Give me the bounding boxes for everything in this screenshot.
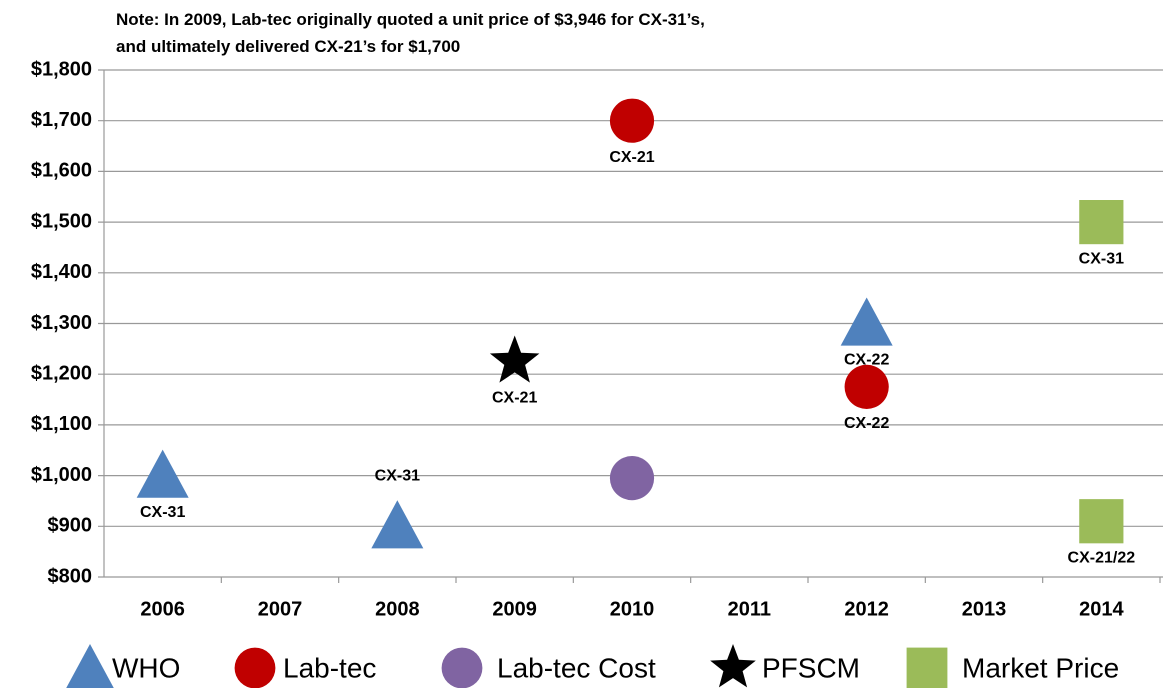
legend-label: WHO — [112, 652, 180, 683]
y-tick-label: $900 — [48, 515, 93, 537]
x-tick-label: 2007 — [258, 598, 303, 620]
note-line: and ultimately delivered CX-21’s for $1,… — [116, 37, 460, 56]
x-tick-label: 2014 — [1079, 598, 1124, 620]
y-tick-label: $1,400 — [31, 261, 92, 283]
point-label: CX-21 — [492, 390, 537, 407]
point-label: CX-31 — [140, 504, 185, 521]
point — [844, 364, 889, 409]
x-tick-label: 2012 — [844, 598, 889, 620]
x-tick-label: 2006 — [140, 598, 185, 620]
legend-label: Market Price — [962, 652, 1119, 683]
point — [840, 297, 893, 346]
point — [136, 449, 189, 498]
x-tick-label: 2011 — [728, 598, 771, 620]
point — [1079, 200, 1124, 245]
y-tick-label: $1,300 — [31, 312, 92, 334]
x-tick-label: 2010 — [610, 598, 655, 620]
point-label: CX-31 — [1079, 250, 1124, 267]
point-label: CX-22 — [844, 415, 889, 432]
legend-marker — [441, 647, 483, 688]
y-tick-label: $1,200 — [31, 362, 92, 384]
legend-label: Lab-tec Cost — [497, 652, 656, 683]
legend-marker — [66, 644, 114, 688]
x-tick-label: 2013 — [962, 598, 1007, 620]
point-label: CX-21/22 — [1068, 549, 1136, 566]
point — [1079, 499, 1124, 544]
y-tick-label: $1,600 — [31, 160, 92, 182]
legend-label: Lab-tec — [283, 652, 376, 683]
y-tick-label: $1,500 — [31, 210, 92, 232]
y-tick-label: $1,700 — [31, 109, 92, 131]
point — [609, 98, 655, 143]
point — [609, 456, 655, 501]
y-tick-label: $1,100 — [31, 413, 92, 435]
y-tick-label: $1,800 — [31, 58, 92, 80]
point-label: CX-22 — [844, 352, 889, 369]
x-tick-label: 2009 — [492, 598, 537, 620]
point-label: CX-31 — [375, 468, 420, 485]
legend-marker — [234, 647, 276, 688]
x-tick-label: 2008 — [375, 598, 420, 620]
point-label: CX-21 — [609, 149, 654, 166]
legend-label: PFSCM — [762, 652, 860, 683]
legend-marker — [710, 644, 756, 688]
note-line: Note: In 2009, Lab-tec originally quoted… — [116, 10, 705, 29]
y-tick-label: $800 — [48, 565, 93, 587]
legend-marker — [906, 647, 948, 688]
point — [489, 335, 540, 383]
y-tick-label: $1,000 — [31, 464, 92, 486]
point — [371, 500, 424, 549]
